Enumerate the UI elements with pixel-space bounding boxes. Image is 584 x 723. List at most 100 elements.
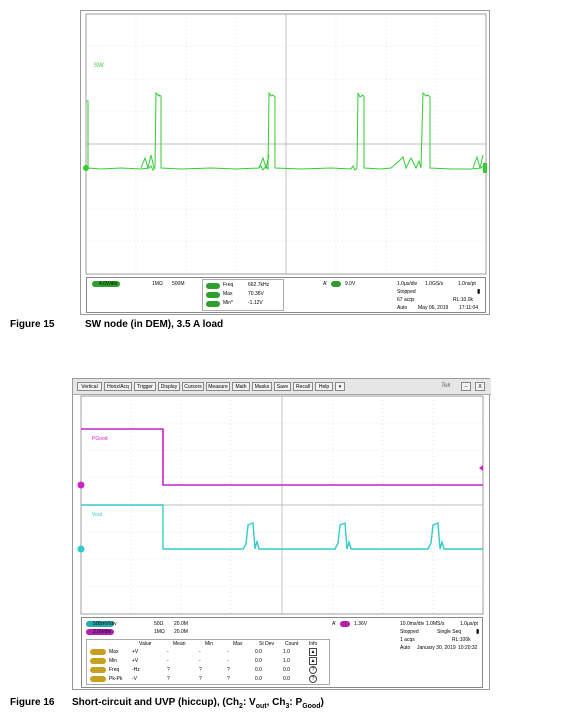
capture-date-16: January 30, 2019: [417, 645, 456, 651]
row-min-info-icon[interactable]: ▲: [309, 657, 317, 665]
col-header-stdev: St Dev: [259, 641, 275, 647]
col-header-max: Max: [233, 641, 243, 647]
trigger-source: A': [323, 281, 328, 287]
row-pkpk-info-icon[interactable]: ?: [309, 675, 317, 683]
menu-dropdown-icon[interactable]: ▾: [335, 382, 345, 391]
run-indicator-icon: ▮: [477, 289, 481, 295]
ch2-bandwidth: 20.0M: [174, 621, 188, 627]
menu-display[interactable]: Display: [158, 382, 180, 391]
row-pkpk-count: 0.0: [283, 676, 290, 682]
run-indicator-icon-16: ▮: [476, 629, 480, 635]
scope-screenshot-fig16: Vertical Horiz/Acq Trigger Display Curso…: [72, 378, 491, 690]
close-button[interactable]: X: [475, 382, 485, 391]
ch2-scale: 500mV/div: [93, 621, 117, 627]
trigger-level-16: 1.36V: [354, 621, 368, 627]
meas-freq-value: 662.7kHz: [248, 282, 270, 288]
row-min-max: -: [227, 658, 229, 664]
row-freq-count: 0.0: [283, 667, 290, 673]
sample-rate-16: 1.0MS/s: [426, 621, 445, 627]
trace-label-pgood: PGood: [92, 436, 108, 442]
vout-waveform: [81, 504, 483, 550]
scope-menu-bar: Vertical Horiz/Acq Trigger Display Curso…: [73, 379, 491, 395]
measurement-table: Value Mean Min Max St Dev Count Info Max…: [86, 639, 330, 685]
meas-max-value: 70.36V: [248, 291, 264, 297]
menu-help[interactable]: Help: [315, 382, 333, 391]
ch3-bandwidth: 20.0M: [174, 629, 188, 635]
menu-horiz-acq[interactable]: Horiz/Acq: [104, 382, 132, 391]
menu-measure[interactable]: Measure: [206, 382, 230, 391]
row-min-mean: -: [167, 658, 169, 664]
col-header-count: Count: [285, 641, 299, 647]
minimize-button[interactable]: –: [461, 382, 471, 391]
meas-min-label: Min*: [223, 300, 234, 306]
timebase: 1.0μs/div: [397, 281, 418, 287]
ch2-impedance: 50Ω: [154, 621, 164, 627]
menu-vertical[interactable]: Vertical: [77, 382, 102, 391]
acq-count-16: 1 acqs: [400, 637, 415, 643]
tek-logo: Tek: [441, 383, 451, 389]
trigger-source-16: A': [332, 621, 337, 627]
ch1-impedance: 1MΩ: [152, 281, 163, 287]
acq-sequence-mode: Single Seq: [437, 629, 462, 635]
trigger-mode-16: Auto: [400, 645, 411, 651]
timebase-16: 10.0ms/div: [400, 621, 425, 627]
record-length-16: RL:100k: [452, 637, 471, 643]
meas-freq-label: Freq: [223, 282, 234, 288]
menu-trigger[interactable]: Trigger: [134, 382, 156, 391]
menu-cursors[interactable]: Cursors: [182, 382, 204, 391]
row-min-min: -: [199, 658, 201, 664]
row-freq-info-icon[interactable]: ?: [309, 666, 317, 674]
row-freq-value: -Hz: [132, 667, 140, 673]
row-pkpk-value: -V: [132, 676, 137, 682]
row-min-name: Min: [109, 658, 118, 664]
col-header-value: Value: [139, 641, 152, 647]
row-pkpk-stdev: 0.0: [255, 676, 262, 682]
row-pkpk-min: ?: [199, 676, 202, 682]
scope-screenshot-fig15: SW 4.0V/div 1MΩ 500M Freq 662.7kHz Max 7…: [80, 10, 490, 315]
menu-recall[interactable]: Recall: [293, 382, 313, 391]
row-max-value: +V: [132, 649, 139, 655]
status-bar-fig16: 500mV/div 50Ω 20.0M 2.0V/div 1MΩ 20.0M A…: [81, 617, 483, 688]
row-freq-min: ?: [199, 667, 202, 673]
time-per-point-16: 1.0μs/pt: [460, 621, 478, 627]
meas-min-value: -1.12V: [248, 300, 263, 306]
menu-masks[interactable]: Masks: [252, 382, 272, 391]
waveform-display-fig16: [77, 395, 484, 615]
row-max-mean: -: [167, 649, 169, 655]
figure-15-number: Figure 15: [10, 319, 55, 330]
acq-status-16: Stopped: [400, 629, 419, 635]
row-max-info-icon[interactable]: ▲: [309, 648, 317, 656]
row-min-value: +V: [132, 658, 139, 664]
menu-save[interactable]: Save: [274, 382, 291, 391]
row-pkpk-mean: ?: [167, 676, 170, 682]
row-min-count: 1.0: [283, 658, 290, 664]
row-freq-max: ?: [227, 667, 230, 673]
measurement-box-fig15: Freq 662.7kHz Max 70.36V Min* -1.12V: [202, 279, 284, 311]
ch1-bandwidth: 500M: [172, 281, 185, 287]
capture-time-16: 10:20:32: [458, 645, 478, 651]
sw-waveform: [86, 91, 487, 172]
waveform-display-fig15: [83, 13, 487, 275]
menu-math[interactable]: Math: [232, 382, 250, 391]
row-max-stdev: 0.0: [255, 649, 262, 655]
capture-date: May 06, 2019: [418, 305, 449, 311]
ch1-ground-marker: [83, 165, 89, 171]
trace-label-vout: Vout: [92, 512, 103, 518]
ch2-ground-marker: [77, 545, 85, 553]
status-bar-fig15: 4.0V/div 1MΩ 500M Freq 662.7kHz Max 70.3…: [86, 277, 486, 313]
figure-16-number: Figure 16: [10, 697, 55, 708]
ch3-ground-marker: [77, 481, 85, 489]
record-length: RL:10.0k: [453, 297, 474, 303]
sample-rate: 1.0GS/s: [425, 281, 444, 287]
pgood-waveform: [81, 428, 483, 486]
acq-count: 67 acqs: [397, 297, 415, 303]
row-freq-stdev: 0.0: [255, 667, 262, 673]
col-header-min: Min: [205, 641, 214, 647]
row-freq-name: Freq: [109, 667, 120, 673]
row-max-min: -: [199, 649, 201, 655]
col-header-mean: Mean: [173, 641, 186, 647]
ch3-scale: 2.0V/div: [93, 629, 112, 635]
meas-max-label: Max: [223, 291, 233, 297]
figure-16-caption: Short-circuit and UVP (hiccup), (Ch2: Vo…: [72, 697, 324, 710]
capture-time: 17:11:04: [459, 305, 479, 311]
